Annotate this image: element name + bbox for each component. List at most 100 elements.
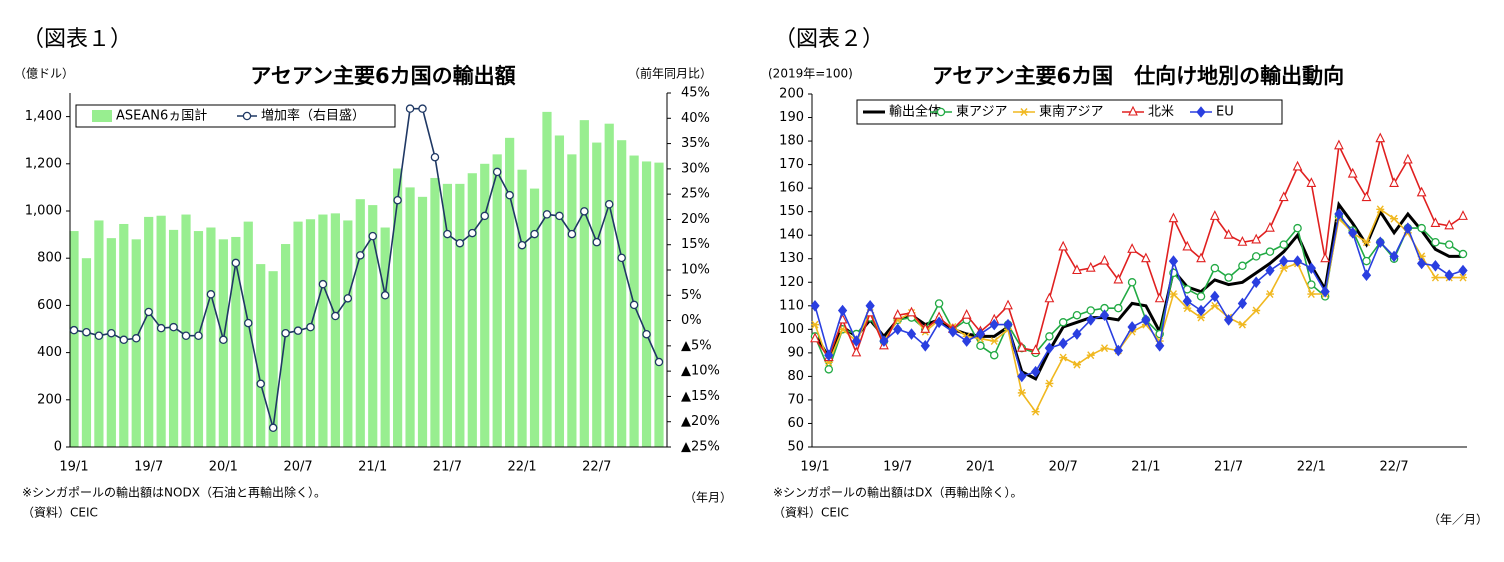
bar <box>268 271 278 447</box>
y-tick-label: 80 <box>787 369 804 384</box>
legend-label: 東アジア <box>956 104 1007 120</box>
marker <box>1169 290 1178 298</box>
marker <box>837 304 848 317</box>
marker <box>318 279 328 289</box>
y-axis-label: (2019年=100) <box>768 67 853 81</box>
marker <box>1444 240 1454 249</box>
y2-tick-label: 45% <box>681 86 710 101</box>
marker <box>580 207 589 216</box>
legend-label: EU <box>1216 105 1234 120</box>
marker <box>810 332 820 343</box>
x-tick-label: 20/1 <box>209 460 238 475</box>
marker <box>1238 320 1247 329</box>
marker <box>1045 332 1054 341</box>
marker <box>824 349 834 362</box>
marker <box>1183 304 1192 313</box>
x-tick-label: 22/1 <box>1297 460 1326 475</box>
marker <box>82 327 91 337</box>
marker <box>1210 290 1220 303</box>
marker <box>1141 252 1151 263</box>
marker <box>879 335 889 347</box>
marker <box>281 328 290 338</box>
marker <box>1348 227 1358 239</box>
marker <box>1044 292 1055 303</box>
marker <box>1402 153 1413 164</box>
marker <box>1251 276 1261 289</box>
marker <box>1196 292 1206 301</box>
marker <box>1059 353 1068 362</box>
marker <box>1279 255 1289 267</box>
bar <box>654 162 664 447</box>
x-tick-label: 21/1 <box>358 460 387 475</box>
marker <box>1099 309 1110 322</box>
marker <box>144 307 153 317</box>
series-line <box>814 214 1464 372</box>
bar <box>343 220 353 447</box>
marker <box>480 211 489 221</box>
marker <box>851 335 862 347</box>
marker <box>851 346 862 357</box>
marker <box>1306 262 1316 274</box>
bar <box>417 196 428 447</box>
legend-marker <box>1128 105 1138 116</box>
marker <box>1003 299 1013 310</box>
x-tick-label: 19/7 <box>134 460 163 475</box>
marker <box>1362 238 1371 247</box>
marker <box>1072 328 1082 340</box>
marker <box>430 152 440 162</box>
marker <box>1389 177 1399 187</box>
marker <box>1196 252 1206 263</box>
marker <box>1113 273 1124 284</box>
marker <box>811 320 819 329</box>
y-tick-label: 60 <box>787 416 804 431</box>
marker <box>1113 344 1123 357</box>
marker <box>1320 285 1330 298</box>
bar <box>330 213 340 447</box>
marker <box>94 331 104 340</box>
y2-tick-label: ▲10% <box>681 364 720 379</box>
marker <box>1458 210 1468 220</box>
marker <box>617 253 626 263</box>
marker <box>1127 243 1137 253</box>
marker <box>1279 264 1288 273</box>
bar <box>579 120 589 447</box>
x-tick-label: 21/7 <box>433 460 462 475</box>
x-tick-label: 20/1 <box>966 460 995 475</box>
marker <box>1265 221 1275 232</box>
bar <box>554 135 565 448</box>
legend-label: 輸出全体 <box>889 104 941 120</box>
marker <box>1182 295 1192 307</box>
marker <box>468 228 477 238</box>
marker <box>1444 219 1455 230</box>
marker <box>1127 278 1137 287</box>
marker <box>1197 313 1206 322</box>
marker <box>1058 240 1069 251</box>
y-tick-label: 130 <box>779 251 804 266</box>
marker <box>975 328 986 340</box>
legend-marker <box>242 111 252 121</box>
marker <box>1168 255 1179 267</box>
bar <box>567 154 577 448</box>
y-tick-label: 800 <box>37 251 62 266</box>
marker <box>393 195 402 205</box>
marker <box>1265 290 1274 298</box>
marker <box>1237 297 1248 310</box>
marker <box>1334 208 1344 220</box>
marker <box>194 331 203 340</box>
y2-tick-label: 20% <box>681 212 710 227</box>
bar <box>106 238 116 447</box>
y-tick-label: 100 <box>779 322 804 337</box>
figure-label: （図表１） <box>22 27 132 52</box>
marker <box>1292 160 1303 171</box>
marker <box>268 423 278 433</box>
x-tick-label: 22/1 <box>507 460 536 475</box>
marker <box>892 308 903 319</box>
marker <box>1251 252 1261 261</box>
legend-box <box>75 104 396 128</box>
series-line <box>814 212 1464 378</box>
marker <box>1362 256 1371 266</box>
marker <box>555 211 564 221</box>
y-tick-label: 200 <box>779 87 804 102</box>
marker <box>169 322 178 332</box>
bar <box>380 227 390 447</box>
